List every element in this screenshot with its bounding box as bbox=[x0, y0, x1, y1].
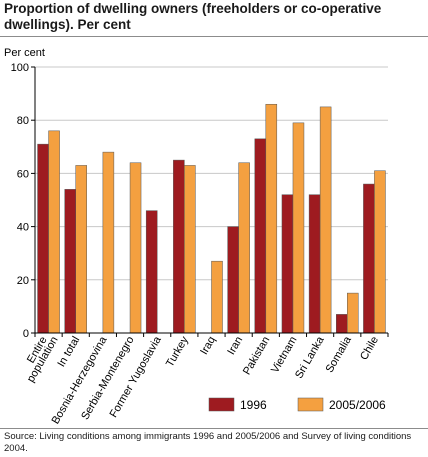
bar-2005-2006-3 bbox=[129, 162, 142, 334]
y-tick-label: 80 bbox=[17, 115, 29, 127]
y-tick-label: 0 bbox=[23, 328, 29, 340]
bar-2005-2006-6 bbox=[211, 260, 223, 334]
bar-1996-8 bbox=[254, 138, 267, 334]
bar-2005-2006-9 bbox=[292, 122, 305, 334]
bar-2005-2006-12 bbox=[374, 170, 386, 334]
legend-swatch-0 bbox=[208, 397, 235, 412]
x-tick-label: Somalia bbox=[324, 334, 355, 375]
bar-1996-9 bbox=[281, 194, 294, 334]
bars bbox=[37, 103, 386, 334]
bar-1996-11 bbox=[336, 314, 348, 334]
bar-2005-2006-2 bbox=[102, 151, 115, 334]
bar-1996-10 bbox=[308, 194, 321, 334]
y-tick-label: 100 bbox=[11, 62, 29, 74]
x-tick-label: Vietnam bbox=[269, 335, 299, 376]
x-tick-label: Chile bbox=[358, 335, 381, 363]
x-tick-label: Turkey bbox=[164, 334, 191, 369]
bar-2005-2006-1 bbox=[75, 165, 87, 334]
legend-label-1: 2005/2006 bbox=[329, 398, 386, 412]
bar-1996-7 bbox=[227, 226, 239, 334]
x-tick-label: In total bbox=[55, 335, 82, 370]
y-tick-label: 40 bbox=[17, 222, 29, 234]
source-divider bbox=[0, 428, 428, 429]
legend-label-0: 1996 bbox=[240, 398, 267, 412]
bar-2005-2006-7 bbox=[238, 162, 250, 334]
bar-1996-1 bbox=[64, 189, 76, 334]
y-axis-label: Per cent bbox=[4, 47, 45, 59]
title-divider bbox=[0, 36, 428, 37]
bar-2005-2006-11 bbox=[347, 292, 359, 334]
y-tick-label: 20 bbox=[17, 275, 29, 287]
bar-1996-0 bbox=[37, 143, 49, 334]
bar-2005-2006-0 bbox=[48, 130, 60, 334]
y-tick-label: 60 bbox=[17, 168, 29, 180]
x-tick-label: Former Yugoslavia bbox=[108, 334, 165, 420]
bar-1996-4 bbox=[145, 210, 158, 334]
legend-swatch-1 bbox=[297, 397, 324, 412]
source-note: Source: Living conditions among immigran… bbox=[4, 431, 412, 454]
chart-title: Proportion of dwelling owners (freeholde… bbox=[4, 1, 382, 32]
bar-2005-2006-10 bbox=[319, 106, 332, 334]
y-tick-labels: 0 20 40 60 80 100 bbox=[11, 62, 29, 340]
x-tick-label: Iran bbox=[225, 335, 245, 357]
x-tick-label: Iraq bbox=[198, 335, 218, 357]
bar-1996-5 bbox=[173, 159, 185, 334]
x-tick-label: Pakistan bbox=[241, 335, 272, 378]
bar-2005-2006-5 bbox=[184, 165, 196, 334]
bar-1996-12 bbox=[363, 183, 375, 334]
legend: 1996 2005/2006 bbox=[208, 397, 386, 412]
bar-2005-2006-8 bbox=[265, 103, 278, 334]
